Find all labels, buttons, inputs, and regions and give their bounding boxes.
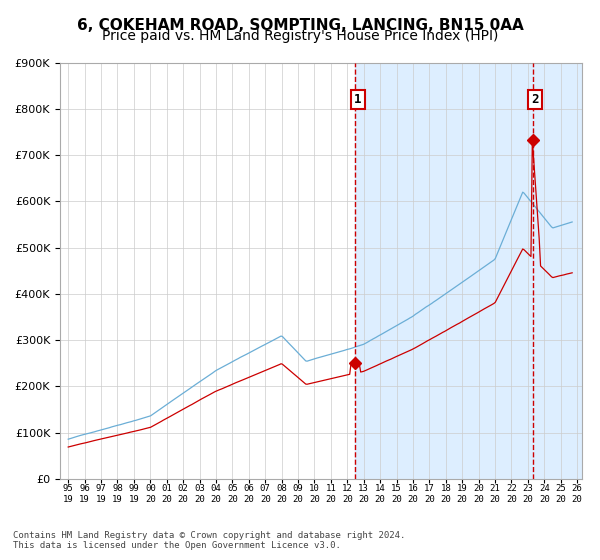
Text: Contains HM Land Registry data © Crown copyright and database right 2024.
This d: Contains HM Land Registry data © Crown c… — [13, 530, 406, 550]
Text: 2: 2 — [532, 93, 539, 106]
Bar — [355, 63, 585, 479]
Text: 1: 1 — [354, 93, 362, 106]
Text: 6, COKEHAM ROAD, SOMPTING, LANCING, BN15 0AA: 6, COKEHAM ROAD, SOMPTING, LANCING, BN15… — [77, 18, 523, 33]
Text: Price paid vs. HM Land Registry's House Price Index (HPI): Price paid vs. HM Land Registry's House … — [102, 29, 498, 43]
Bar — [533, 63, 585, 479]
